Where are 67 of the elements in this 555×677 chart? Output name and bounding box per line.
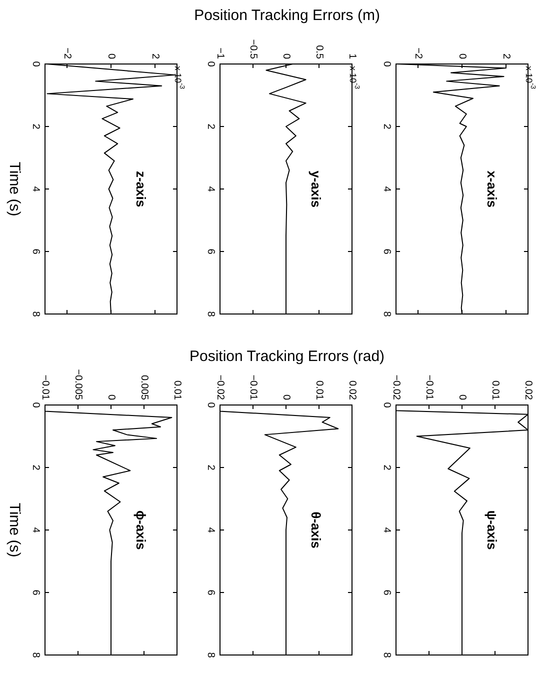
y-axis-title: Time (s) xyxy=(6,502,23,558)
text: y-axis xyxy=(308,170,324,208)
y-tick-label: 6 xyxy=(381,590,392,596)
y-tick-label: 4 xyxy=(205,527,216,534)
y-tick-label: 0 xyxy=(30,61,41,68)
y-tick-label: 6 xyxy=(205,248,216,255)
y-tick-label: 0 xyxy=(205,61,216,68)
x-tick-label: −0.01 xyxy=(247,374,258,400)
line-series xyxy=(46,64,176,314)
y-tick-label: 4 xyxy=(205,186,216,192)
y-tick-label: 8 xyxy=(205,652,216,658)
x-tick-label: 2 xyxy=(149,53,160,60)
x-tick-label: 0.5 xyxy=(313,45,324,60)
x-tick-label: 0.02 xyxy=(522,380,534,400)
y-tick-label: 2 xyxy=(381,124,392,130)
y-tick-label: 8 xyxy=(381,652,392,658)
x-tick-label: −0.01 xyxy=(39,374,50,400)
x-tick-label: −0.5 xyxy=(247,39,258,60)
chart-subtitle: Position Tracking Errors (rad) xyxy=(189,348,385,365)
y-tick-label: 4 xyxy=(381,186,392,192)
y-tick-label: 8 xyxy=(381,311,392,318)
text: ϕ-axis xyxy=(134,510,149,550)
y-tick-label: 6 xyxy=(30,248,41,255)
x-tick-label: −1 xyxy=(214,48,226,60)
x-tick-label: −2 xyxy=(412,48,424,60)
x-tick-label: 0.01 xyxy=(489,380,500,400)
x-tick-label: −0.02 xyxy=(390,374,402,400)
x-tick-label: −0.005 xyxy=(72,369,84,400)
y-axis-title: Time (s) xyxy=(6,162,23,216)
text: ψ-axis xyxy=(484,510,500,550)
x-tick-label: 0 xyxy=(280,53,292,60)
y-tick-label: 8 xyxy=(205,311,216,318)
y-tick-label: 4 xyxy=(30,186,41,192)
y-tick-label: 4 xyxy=(30,527,41,534)
y-tick-label: 0 xyxy=(30,402,41,408)
y-tick-label: 6 xyxy=(381,248,392,255)
x-tick-label: 0.02 xyxy=(346,380,358,400)
y-tick-label: 2 xyxy=(205,464,216,471)
y-tick-label: 2 xyxy=(381,464,392,471)
y-tick-label: 2 xyxy=(205,124,216,130)
y-tick-label: 6 xyxy=(205,590,216,596)
x-tick-label: 0 xyxy=(456,53,468,60)
y-tick-label: 2 xyxy=(30,124,41,130)
y-tick-label: 0 xyxy=(381,402,392,408)
y-tick-label: 2 xyxy=(30,464,41,471)
x-tick-label: 0 xyxy=(105,394,116,400)
x-tick-label: −0.02 xyxy=(214,374,226,400)
x-tick-label: −0.01 xyxy=(423,374,434,400)
x-tick-label: 0 xyxy=(456,394,468,400)
x-tick-label: −2 xyxy=(61,48,72,60)
y-tick-label: 8 xyxy=(30,652,41,658)
y-tick-label: 0 xyxy=(205,402,216,408)
y-tick-label: 8 xyxy=(30,311,41,318)
x-tick-label: 2 xyxy=(500,53,512,60)
x-tick-label: 0.01 xyxy=(171,380,182,400)
text: θ-axis xyxy=(308,512,324,548)
y-tick-label: 4 xyxy=(381,527,392,534)
y-tick-label: 6 xyxy=(30,590,41,596)
y-tick-label: 0 xyxy=(381,61,392,68)
x-tick-label: 0 xyxy=(280,394,292,400)
x-tick-label: 0 xyxy=(105,53,116,60)
text: x-axis xyxy=(484,170,500,208)
chart-subtitle: Position Tracking Errors (m) xyxy=(194,7,380,24)
text: z-axis xyxy=(134,170,149,208)
x-tick-label: 0.01 xyxy=(313,380,324,400)
x-tick-label: 0.005 xyxy=(138,374,150,400)
x-tick-label: 1 xyxy=(346,53,358,60)
